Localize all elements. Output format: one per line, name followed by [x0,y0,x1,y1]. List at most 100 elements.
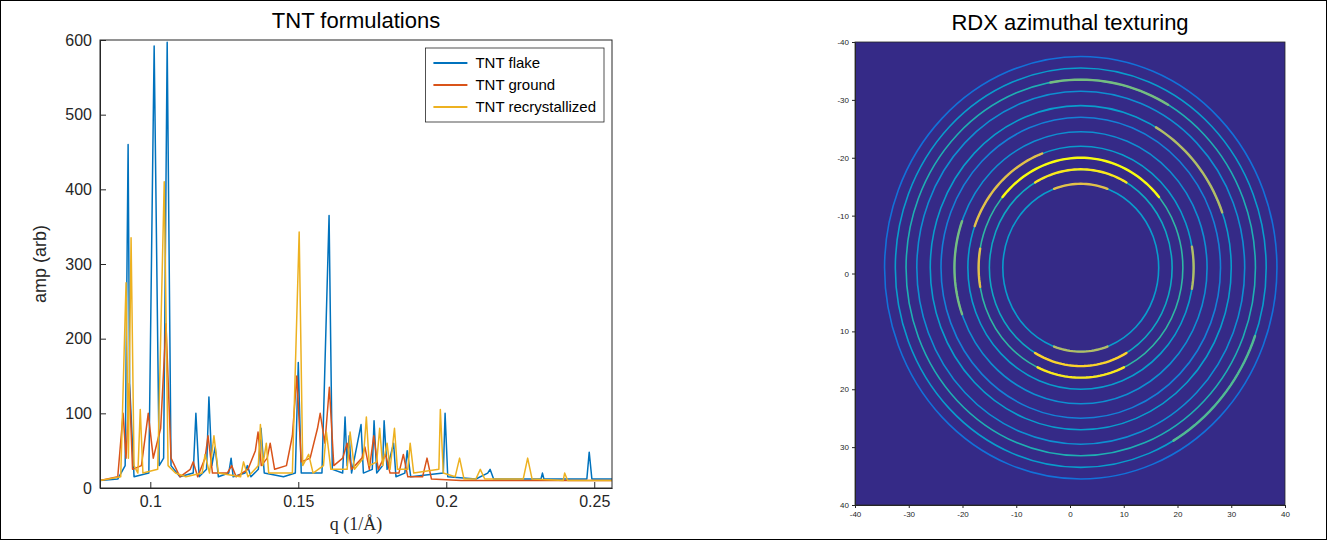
tick: -10 [1011,505,1023,519]
ring-arc [1003,158,1159,197]
tick-label: 400 [65,181,92,198]
tick-label: 10 [840,327,849,336]
legend-swatch [433,62,467,64]
tick-mark [852,389,855,390]
tick: 500 [65,106,106,123]
tick-label: -30 [837,96,849,105]
ring [895,68,1266,467]
figure: 0.10.150.20.250100200300400500600TNT for… [0,0,1327,540]
tick: -30 [903,505,915,519]
ring-arc [1038,367,1124,377]
tick-mark [100,339,106,340]
ring [930,106,1231,430]
tick: 300 [65,256,106,273]
tick-label: 0.15 [283,493,314,510]
tick-label: 0 [1068,510,1073,519]
tick-label: 0 [845,270,850,279]
tick-mark [852,505,855,506]
ring [917,91,1245,444]
tick-mark [852,274,855,275]
x-axis-title: q (1/Å) [330,514,383,535]
tick-label: 0.25 [579,493,610,510]
tick-mark [1178,505,1179,508]
line-chart: 0.1 0.15 0.2 0.25 0 100 200 300 400 500 600 TNT for… [30,8,613,535]
y-axis-title: amp (arb) [30,225,50,303]
tick-label: 0.1 [140,493,162,510]
tick-label: -20 [837,154,849,163]
ring-arc [954,221,962,314]
ring-arc [979,249,981,287]
tick: 10 [840,327,855,336]
figure-svg: 0.10.150.20.250100200300400500600TNT for… [0,0,1327,540]
figure-border [1,1,1327,540]
tick-mark [594,482,595,488]
tick: 100 [65,405,106,422]
series-line [100,42,612,480]
ring [906,80,1255,456]
ring-arc [1054,184,1107,189]
plot-marks [100,42,612,480]
tick: 0.15 [283,482,314,510]
tick-label: -20 [957,510,969,519]
image-background [855,42,1285,505]
tick-label: 600 [65,32,92,49]
tick-mark [1124,505,1125,508]
tick: 200 [65,330,106,347]
tick: 30 [1227,505,1236,519]
tick: 600 [65,32,106,49]
ring-arc [1035,169,1126,182]
tick-mark [852,216,855,217]
x-axis: -40-30-20-10010203040 [850,505,1291,519]
ring [1003,184,1159,352]
ring-arc [1035,353,1126,366]
tick-mark [100,115,106,116]
tick-label: 100 [65,405,92,422]
tick: -20 [837,154,855,163]
tick-mark [1016,505,1017,508]
tick-label: 40 [1281,510,1290,519]
tick-label: 300 [65,256,92,273]
ring [979,158,1183,378]
series-line [100,182,612,481]
tick: 20 [1174,505,1183,519]
y-axis: -40 -30 -20 -10 0 10 20 30 40 [837,38,855,510]
tick: -30 [837,96,855,105]
ring [968,146,1194,389]
tick: 0.2 [436,482,458,510]
ring [941,117,1221,418]
legend-swatch [433,84,467,86]
tick-label: -10 [837,212,849,221]
axis-line [855,43,856,506]
legend-entry: TNT recrystallized [433,98,596,115]
tick: -40 [837,38,855,47]
legend-label: TNT recrystallized [475,98,596,115]
tick-mark [852,158,855,159]
legend-entry: TNT flake [433,54,540,71]
tick-mark [909,505,910,508]
tick-label: 30 [840,443,849,452]
tick-label: -10 [1011,510,1023,519]
chart-title: TNT formulations [272,8,440,33]
tick-label: 20 [840,385,849,394]
axis-line [101,488,613,489]
tick: -10 [837,212,855,221]
legend-label: TNT flake [475,54,540,71]
tick-mark [1070,505,1071,508]
ring-arc [1156,127,1222,212]
tick-label: -40 [837,38,849,47]
tick-label: 200 [65,330,92,347]
tick-label: -40 [850,510,862,519]
tick-mark [100,413,106,414]
tick-mark [298,482,299,488]
tick-mark [852,100,855,101]
tick-label: 0.2 [436,493,458,510]
plot-background [100,40,612,488]
legend-box [425,48,604,122]
tick: 40 [840,501,855,510]
ring-arc [1054,347,1107,352]
tick: 0 [83,480,106,497]
ring-arc [1192,247,1194,289]
legend-entry: TNT ground [433,76,555,93]
tick: 0 [1068,505,1073,519]
tick: 400 [65,181,106,198]
